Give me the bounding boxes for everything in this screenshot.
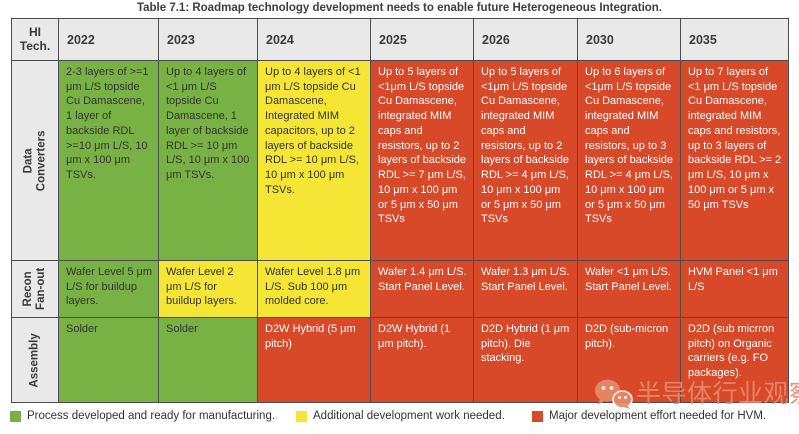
year-header-2026: 2026 <box>474 19 578 61</box>
table-cell: HVM Panel <1 μm L/S <box>681 261 789 318</box>
legend-item: Process developed and ready for manufact… <box>10 409 275 423</box>
table-cell: Up to 7 layers of <1 μm L/S topside Cu D… <box>681 61 789 261</box>
table-cell: Solder <box>159 318 258 403</box>
legend-swatch <box>296 410 307 422</box>
table-cell: Up to 5 layers of <1μm L/S topside Cu Da… <box>371 61 474 261</box>
year-header-2023: 2023 <box>159 19 258 61</box>
year-header-2035: 2035 <box>681 19 789 61</box>
year-header-2030: 2030 <box>578 19 681 61</box>
table-cell: Up to 5 layers of <1μm L/S topside Cu Da… <box>474 61 578 261</box>
table-cell: D2D Hybrid (1 μm pitch). Die stacking. <box>474 318 578 403</box>
table-cell: Wafer 1.4 μm L/S. Start Panel Level. <box>371 261 474 318</box>
table-cell: Wafer Level 5 μm L/S for buildup layers. <box>59 261 159 318</box>
row-label: Data Converters <box>22 130 47 191</box>
table-cell: 2-3 layers of >=1 μm L/S topside Cu Dama… <box>59 61 159 261</box>
legend-item: Major development effort needed for HVM. <box>532 409 766 423</box>
row-label-cell: Recon Fan-out <box>12 261 59 318</box>
table-cell: Up to 4 layers of <1 μm L/S topside Cu D… <box>258 61 371 261</box>
row-label: Recon Fan-out <box>22 267 47 311</box>
row-label-cell: Data Converters <box>12 61 59 261</box>
roadmap-table: HI Tech. 2022 2023 2024 2025 2026 2030 2035 Data… <box>11 18 789 403</box>
legend-item: Additional development work needed. <box>296 409 505 423</box>
table-cell: D2D (sub-micron pitch). <box>578 318 681 403</box>
legend-swatch <box>10 410 21 422</box>
table-cell: Wafer <1 μm L/S. Start Panel Level. <box>578 261 681 318</box>
corner-header: HI Tech. <box>12 19 59 61</box>
table-cell: D2W Hybrid (1 μm pitch). <box>371 318 474 403</box>
year-header-2022: 2022 <box>59 19 159 61</box>
row-label: Assembly <box>28 332 41 388</box>
table-cell: Up to 4 layers of <1 μm L/S topside Cu D… <box>159 61 258 261</box>
year-header-2025: 2025 <box>371 19 474 61</box>
table-cell: Wafer 1.3 μm L/S. Start Panel Level. <box>474 261 578 318</box>
table-cell: Solder <box>59 318 159 403</box>
table-title: Table 7.1: Roadmap technology developmen… <box>136 2 663 14</box>
table-cell: Wafer Level 2 μm L/S for buildup layers. <box>159 261 258 318</box>
legend-label: Additional development work needed. <box>313 410 505 422</box>
row-label-cell: Assembly <box>12 318 59 403</box>
table-cell: Up to 6 layers of <1μm L/S topside Cu Da… <box>578 61 681 261</box>
year-header-2024: 2024 <box>258 19 371 61</box>
legend-label: Process developed and ready for manufact… <box>27 410 276 422</box>
legend-label: Major development effort needed for HVM. <box>549 410 767 422</box>
table-cell: D2D (sub micrron pitch) on Organic carri… <box>681 318 789 403</box>
table-cell: D2W Hybrid (5 μm pitch) <box>258 318 371 403</box>
table-cell: Wafer Level 1.8 μm L/S. Sub 100 μm molde… <box>258 261 371 318</box>
legend-swatch <box>532 410 543 422</box>
